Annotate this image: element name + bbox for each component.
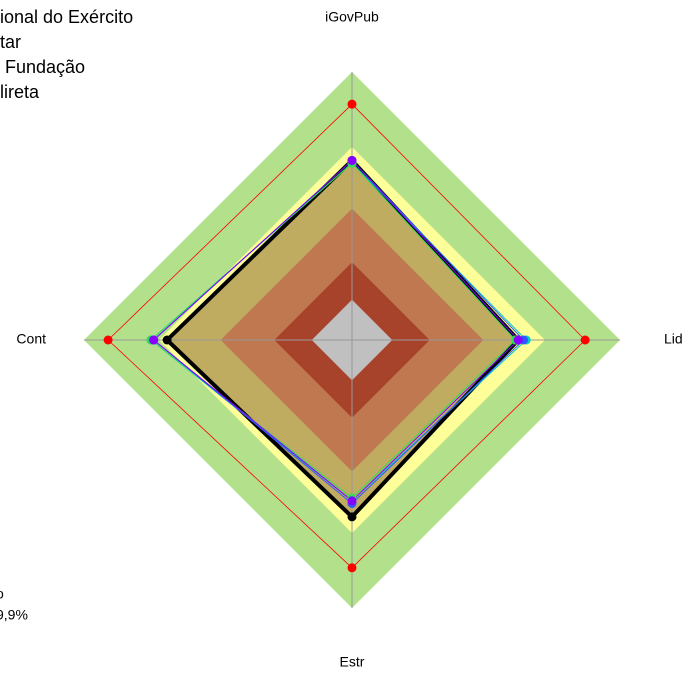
legend-text: tar bbox=[0, 32, 21, 52]
legend-text: ional do Exército bbox=[0, 7, 133, 27]
note-text: 9,9% bbox=[0, 607, 28, 623]
axis-label: Estr bbox=[340, 654, 365, 670]
legend-text: Fundação bbox=[0, 57, 85, 77]
axis-label: Lid bbox=[664, 331, 683, 347]
point bbox=[103, 335, 113, 345]
point bbox=[347, 512, 357, 522]
point bbox=[149, 335, 159, 345]
point bbox=[162, 335, 172, 345]
axis-label: iGovPub bbox=[325, 9, 379, 25]
note-text: o bbox=[0, 586, 4, 602]
axis-label: Cont bbox=[16, 331, 46, 347]
point bbox=[347, 563, 357, 573]
point bbox=[580, 335, 590, 345]
point bbox=[347, 496, 357, 506]
point bbox=[513, 335, 523, 345]
legend-text: lireta bbox=[0, 82, 40, 102]
point bbox=[347, 155, 357, 165]
point bbox=[347, 99, 357, 109]
